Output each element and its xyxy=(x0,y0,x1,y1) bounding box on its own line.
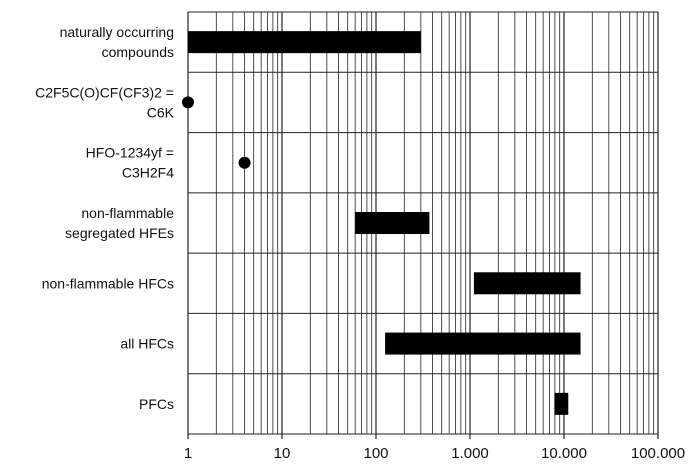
range-bar xyxy=(554,392,569,415)
range-bar xyxy=(188,31,421,54)
category-label-line: HFO-1234yf = xyxy=(86,145,174,161)
grid-lines xyxy=(187,11,659,439)
category-label-line: all HFCs xyxy=(120,336,174,352)
x-tick-labels: 1 10 100 1.000 10.000 100.000 xyxy=(184,445,685,462)
category-label-line: C3H2F4 xyxy=(122,165,174,181)
category-label: PFCs xyxy=(139,396,174,412)
category-label: C2F5C(O)CF(CF3)2 = C6K xyxy=(35,84,175,120)
point-marker xyxy=(182,96,194,109)
category-label-line: non-flammable xyxy=(81,205,174,221)
range-bar xyxy=(473,272,581,295)
category-label: HFO-1234yf = C3H2F4 xyxy=(86,145,175,181)
category-label: all HFCs xyxy=(120,336,174,352)
category-label-line: C6K xyxy=(147,104,175,120)
category-label-line: segregated HFEs xyxy=(65,225,174,241)
x-tick-label: 100 xyxy=(363,445,388,462)
range-marks xyxy=(182,31,581,415)
x-tick-label: 10.000 xyxy=(541,445,587,462)
range-bar xyxy=(355,212,430,234)
point-marker xyxy=(238,156,251,169)
category-label-line: naturally occurring xyxy=(60,24,174,40)
x-tick-label: 10 xyxy=(274,445,291,462)
category-labels: naturally occurring compounds C2F5C(O)CF(C… xyxy=(35,24,175,412)
category-label-line: PFCs xyxy=(139,396,174,412)
x-tick-label: 100.000 xyxy=(631,445,685,462)
category-label: naturally occurring compounds xyxy=(60,24,174,60)
category-label-line: non-flammable HFCs xyxy=(42,275,174,291)
category-label-line: C2F5C(O)CF(CF3)2 = xyxy=(35,84,174,100)
category-label-line: compounds xyxy=(102,44,174,60)
category-label: non-flammable HFCs xyxy=(42,275,174,291)
range-bar xyxy=(385,332,581,355)
x-tick-label: 1.000 xyxy=(451,445,489,462)
category-label: non-flammable segregated HFEs xyxy=(65,205,174,241)
x-tick-label: 1 xyxy=(184,445,192,462)
